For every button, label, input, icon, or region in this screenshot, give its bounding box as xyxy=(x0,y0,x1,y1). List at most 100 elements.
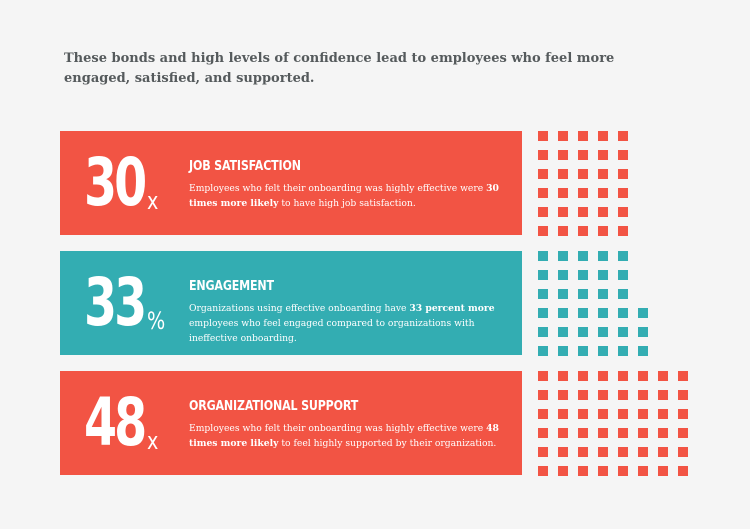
stat-square xyxy=(618,188,628,198)
stat-square xyxy=(538,327,548,337)
stat-square xyxy=(618,207,628,217)
stat-number: 48 xyxy=(84,384,147,461)
stat-square xyxy=(578,447,588,457)
stat-square xyxy=(638,346,648,356)
stat-square xyxy=(678,371,688,381)
stat-square xyxy=(618,270,628,280)
stat-square xyxy=(578,131,588,141)
stat-square xyxy=(558,466,568,476)
stat-square xyxy=(538,270,548,280)
stat-square xyxy=(638,390,648,400)
stat-square xyxy=(598,169,608,179)
stat-square xyxy=(558,390,568,400)
stat-square xyxy=(638,308,648,318)
stat-square xyxy=(558,169,568,179)
stat-square xyxy=(558,327,568,337)
stat-square xyxy=(618,346,628,356)
stat-square xyxy=(658,466,668,476)
stat-square xyxy=(558,346,568,356)
stat-square xyxy=(658,409,668,419)
stat-square xyxy=(538,447,548,457)
stat-square xyxy=(678,409,688,419)
stat-square xyxy=(538,289,548,299)
stat-square xyxy=(578,371,588,381)
stat-title: JOB SATISFACTION xyxy=(189,158,301,174)
square-grid-organizational-support xyxy=(538,371,688,476)
stat-panel-engagement: 33 % ENGAGEMENT Organizations using effe… xyxy=(60,251,522,355)
stat-square xyxy=(598,226,608,236)
stat-square xyxy=(578,346,588,356)
stat-square xyxy=(558,409,568,419)
stat-square xyxy=(538,346,548,356)
stat-square xyxy=(618,169,628,179)
stat-square xyxy=(538,428,548,438)
stat-square xyxy=(658,447,668,457)
stat-square xyxy=(618,428,628,438)
stat-panel-organizational-support: 48 x ORGANIZATIONAL SUPPORT Employees wh… xyxy=(60,371,522,475)
stat-square xyxy=(578,308,588,318)
stat-square xyxy=(638,327,648,337)
stat-square xyxy=(598,346,608,356)
stat-square xyxy=(558,188,568,198)
stat-square xyxy=(558,289,568,299)
stat-square xyxy=(618,289,628,299)
stat-square xyxy=(598,447,608,457)
stat-square xyxy=(578,409,588,419)
stat-description: Employees who felt their onboarding was … xyxy=(189,183,499,209)
stat-description: Employees who felt their onboarding was … xyxy=(189,423,499,449)
stat-square xyxy=(598,289,608,299)
stat-square xyxy=(558,131,568,141)
stat-square xyxy=(618,409,628,419)
stat-square xyxy=(638,371,648,381)
stat-square xyxy=(578,226,588,236)
stat-square xyxy=(578,428,588,438)
stat-square xyxy=(578,188,588,198)
stat-square xyxy=(558,207,568,217)
stat-square xyxy=(578,390,588,400)
stat-square xyxy=(618,131,628,141)
stat-square xyxy=(618,226,628,236)
stat-square xyxy=(538,466,548,476)
stat-square xyxy=(558,150,568,160)
stat-unit: x xyxy=(147,427,159,455)
stat-square xyxy=(678,466,688,476)
stat-square xyxy=(678,447,688,457)
stat-square xyxy=(598,390,608,400)
stat-square xyxy=(538,308,548,318)
square-grid-engagement xyxy=(538,251,688,356)
stat-square xyxy=(558,226,568,236)
stat-square xyxy=(558,251,568,261)
stat-square xyxy=(678,428,688,438)
stat-square xyxy=(558,270,568,280)
stat-square xyxy=(618,327,628,337)
stat-square xyxy=(578,270,588,280)
stat-square xyxy=(538,390,548,400)
stat-square xyxy=(538,226,548,236)
stat-square xyxy=(538,169,548,179)
stat-square xyxy=(538,371,548,381)
stat-square xyxy=(618,390,628,400)
stat-square xyxy=(538,409,548,419)
stat-square xyxy=(578,289,588,299)
stat-panel-job-satisfaction: 30 x JOB SATISFACTION Employees who felt… xyxy=(60,131,522,235)
stat-square xyxy=(598,371,608,381)
stat-square xyxy=(598,270,608,280)
stat-square xyxy=(618,150,628,160)
stat-square xyxy=(598,466,608,476)
stat-square xyxy=(618,371,628,381)
square-grid-job-satisfaction xyxy=(538,131,688,236)
stat-number: 30 xyxy=(84,144,147,221)
stat-square xyxy=(558,371,568,381)
intro-text: These bonds and high levels of confidenc… xyxy=(64,51,615,86)
stat-square xyxy=(678,390,688,400)
stat-square xyxy=(658,428,668,438)
stat-square xyxy=(598,131,608,141)
stat-square xyxy=(558,447,568,457)
stat-title: ORGANIZATIONAL SUPPORT xyxy=(189,398,359,414)
stat-square xyxy=(578,327,588,337)
stat-square xyxy=(578,150,588,160)
stat-square xyxy=(658,371,668,381)
stat-square xyxy=(578,251,588,261)
stat-square xyxy=(598,207,608,217)
stat-square xyxy=(638,447,648,457)
